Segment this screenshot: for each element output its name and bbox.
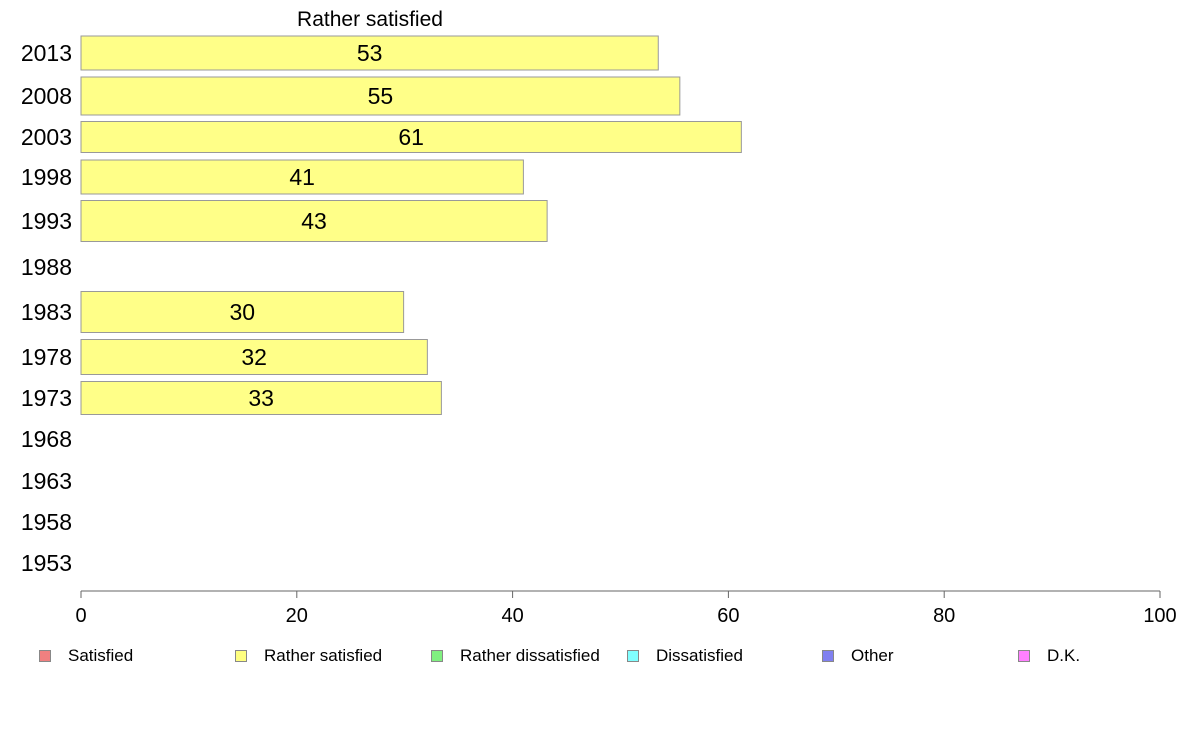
- legend-swatch: [822, 650, 834, 662]
- y-axis-labels: 2013 2008 2003 1998 1993 1988 1983 1978 1973 1968…: [21, 40, 72, 576]
- y-axis-label-1993: 1993: [21, 208, 72, 234]
- bar-1978: [80, 339, 428, 375]
- legend-item: Rather dissatisfied: [431, 645, 600, 667]
- x-tick-label-60: 60: [717, 605, 739, 627]
- bar-value-label-2013: 53: [357, 40, 383, 66]
- legend-label: Dissatisfied: [656, 646, 743, 665]
- legend-item: Rather satisfied: [235, 645, 382, 667]
- y-axis-label-2013: 2013: [21, 40, 72, 66]
- y-axis-label-1963: 1963: [21, 468, 72, 494]
- y-axis-label-1998: 1998: [21, 164, 72, 190]
- x-tick-label-100: 100: [1143, 605, 1176, 627]
- legend-swatch: [235, 650, 247, 662]
- bar-value-label-1978: 32: [241, 344, 267, 370]
- y-axis-label-1973: 1973: [21, 385, 72, 411]
- legend-swatch: [627, 650, 639, 662]
- legend-swatch: [431, 650, 443, 662]
- legend-swatch: [39, 650, 51, 662]
- x-axis-ticks: 0 20 40 60 80 100: [75, 591, 1177, 627]
- x-tick-label-40: 40: [501, 605, 523, 627]
- legend-label: D.K.: [1047, 646, 1081, 665]
- bar-2003: [80, 121, 742, 153]
- legend-label: Rather dissatisfied: [460, 646, 600, 665]
- y-axis-label-1953: 1953: [21, 550, 72, 576]
- y-axis-label-2008: 2008: [21, 83, 72, 109]
- bar-1993: [80, 200, 548, 242]
- x-tick-label-0: 0: [75, 605, 86, 627]
- bar-value-label-1983: 30: [230, 299, 256, 325]
- legend-item: Satisfied: [39, 645, 133, 667]
- legend-swatch: [1018, 650, 1030, 662]
- x-tick-label-20: 20: [286, 605, 308, 627]
- y-axis-label-1968: 1968: [21, 426, 72, 452]
- legend-item: Dissatisfied: [627, 645, 743, 667]
- legend-label: Satisfied: [68, 646, 134, 665]
- y-axis-label-1983: 1983: [21, 299, 72, 325]
- y-axis-label-1958: 1958: [21, 509, 72, 535]
- bar-1998: [80, 159, 524, 195]
- bar-value-label-1998: 41: [289, 164, 315, 190]
- y-axis-label-2003: 2003: [21, 124, 72, 150]
- legend: Satisfied Rather satisfied Rather dissatis…: [0, 645, 1188, 667]
- chart-title: Rather satisfied: [297, 8, 443, 31]
- bar-value-label-1993: 43: [301, 208, 327, 234]
- bar-value-label-2008: 55: [368, 83, 394, 109]
- legend-label: Rather satisfied: [264, 646, 383, 665]
- bar-1973: [80, 381, 442, 415]
- bar-value-label-1973: 33: [248, 385, 274, 411]
- bar-2013: [80, 35, 659, 71]
- bar-2008: [80, 76, 681, 116]
- legend-item: D.K.: [1018, 645, 1080, 667]
- bar-value-label-2003: 61: [398, 124, 424, 150]
- legend-label: Other: [851, 646, 894, 665]
- y-axis-label-1978: 1978: [21, 344, 72, 370]
- y-axis-label-1988: 1988: [21, 254, 72, 280]
- x-tick-label-80: 80: [933, 605, 955, 627]
- bar-1983: [80, 291, 405, 333]
- legend-item: Other: [822, 645, 894, 667]
